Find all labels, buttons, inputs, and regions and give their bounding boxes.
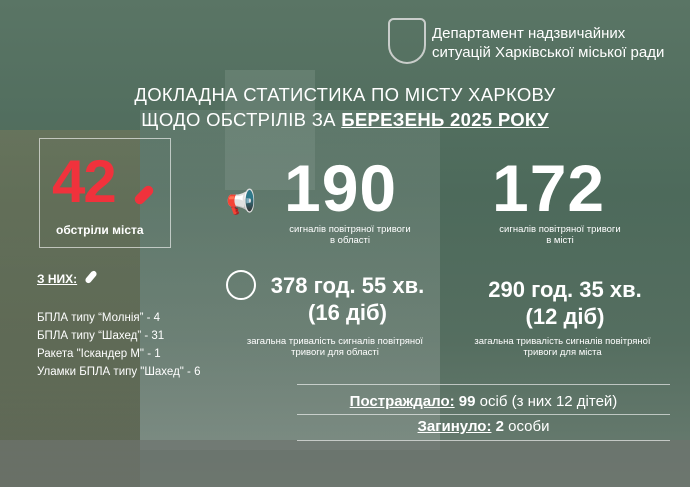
- killed-detail: особи: [508, 418, 550, 435]
- breakdown-item: БПЛА типу “Шахед” - 31: [37, 330, 165, 342]
- label-line: в області: [329, 235, 371, 246]
- title-period: БЕРЕЗЕНЬ 2025 РОКУ: [341, 109, 549, 130]
- background-tower: [225, 70, 315, 190]
- label-line: сигналів повітряної тривоги: [289, 224, 411, 235]
- org-name-line2: ситуацій Харківської міської ради: [432, 44, 665, 61]
- background-building: [140, 110, 440, 450]
- divider: [297, 414, 670, 415]
- title-prefix: ЩОДО ОБСТРІЛІВ ЗА: [141, 109, 342, 130]
- breakdown-item: Уламки БПЛА типу "Шахед" - 6: [37, 366, 201, 378]
- label-line: тривоги для міста: [523, 347, 602, 358]
- title-line1: ДОКЛАДНА СТАТИСТИКА ПО МІСТУ ХАРКОВУ: [134, 84, 556, 105]
- org-name-line1: Департамент надзвичайних: [432, 25, 626, 42]
- killed-value: 2: [495, 418, 504, 435]
- breakdown-item: БПЛА типу “Молнія” - 4: [37, 312, 161, 324]
- injured-line: Постраждало: 99 осіб (з них 12 дітей): [297, 393, 670, 411]
- org-name: Департамент надзвичайних ситуацій Харків…: [432, 24, 664, 62]
- region-alerts-count: 190: [284, 151, 398, 225]
- megaphone-icon: 📢: [226, 189, 256, 216]
- duration-days: (16 діб): [308, 300, 387, 325]
- label-line: в місті: [546, 235, 574, 246]
- region-alerts-label: сигналів повітряної тривоги в області: [270, 224, 430, 246]
- label-line: тривоги для області: [291, 347, 379, 358]
- divider: [297, 384, 670, 385]
- killed-label: Загинуло:: [417, 418, 492, 435]
- title-line2: ЩОДО ОБСТРІЛІВ ЗА БЕРЕЗЕНЬ 2025 РОКУ: [0, 109, 690, 131]
- label-line: загальна тривалість сигналів повітряної: [246, 336, 424, 347]
- shelling-box: [39, 138, 171, 248]
- dsns-kharkiv-logo: [388, 18, 426, 64]
- duration-hours: 378 год. 55 хв.: [270, 273, 425, 298]
- injured-label: Постраждало:: [349, 393, 455, 410]
- shelling-label: обстріли міста: [56, 223, 144, 237]
- breakdown-item: Ракета "Іскандер М" - 1: [37, 348, 161, 360]
- breakdown-heading: З НИХ:: [37, 272, 78, 286]
- region-duration: 378 год. 55 хв. (16 діб): [255, 272, 440, 326]
- shelling-count: 42: [52, 148, 117, 215]
- label-line: загальна тривалість сигналів повітряної: [474, 336, 651, 347]
- injured-value: 99: [458, 393, 476, 410]
- duration-days: (12 діб): [525, 304, 605, 329]
- killed-line: Загинуло: 2 особи: [297, 418, 670, 436]
- clock-icon: [226, 270, 256, 300]
- divider: [297, 440, 670, 441]
- label-line: сигналів повітряної тривоги: [499, 224, 621, 235]
- region-duration-label: загальна тривалість сигналів повітряної т…: [225, 336, 445, 358]
- duration-hours: 290 год. 35 хв.: [488, 277, 642, 302]
- background-damaged-building: [0, 130, 140, 487]
- city-duration: 290 год. 35 хв. (12 діб): [465, 276, 665, 330]
- background-street: [0, 440, 690, 487]
- city-duration-label: загальна тривалість сигналів повітряної т…: [450, 336, 675, 358]
- city-alerts-count: 172: [492, 151, 606, 225]
- injured-detail: осіб (з них 12 дітей): [479, 393, 618, 410]
- city-alerts-label: сигналів повітряної тривоги в місті: [480, 224, 640, 246]
